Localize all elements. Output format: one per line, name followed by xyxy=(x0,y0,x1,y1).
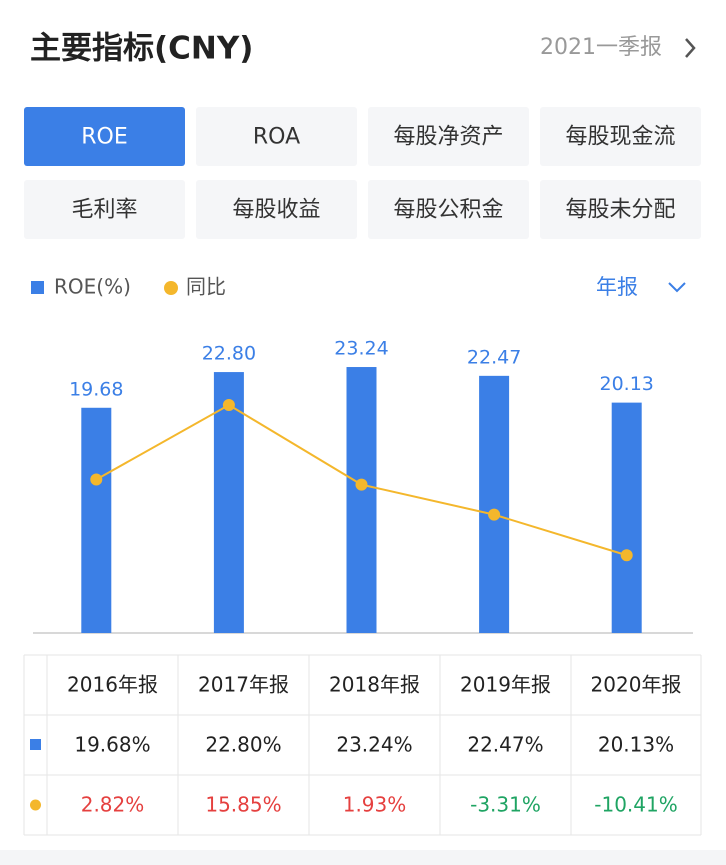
value-label: 23.24 xyxy=(334,338,388,360)
table-cell: 19.68% xyxy=(74,733,150,757)
report-period[interactable]: 2021一季报 xyxy=(540,35,662,60)
tab-label[interactable]: 每股净资产 xyxy=(393,125,503,150)
tab-button[interactable] xyxy=(368,107,529,166)
bar xyxy=(213,372,244,633)
page-title: 主要指标(CNY) xyxy=(30,31,253,67)
tab-label[interactable]: 每股未分配 xyxy=(565,198,675,223)
table-cell: 23.24% xyxy=(336,733,412,757)
line-point xyxy=(620,549,633,562)
tab-button[interactable] xyxy=(24,107,185,166)
table-cell: -3.31% xyxy=(470,793,541,817)
tab-label[interactable]: ROA xyxy=(253,125,300,150)
table-cell: 2.82% xyxy=(81,793,145,817)
row-marker xyxy=(30,739,41,750)
table-cell: 1.93% xyxy=(343,793,407,817)
row-marker xyxy=(30,799,41,811)
table-cell: 22.47% xyxy=(467,733,543,757)
table-cell: -10.41% xyxy=(594,793,677,817)
table-cell: 15.85% xyxy=(205,793,281,817)
tab-button[interactable] xyxy=(196,107,357,166)
line-point xyxy=(222,398,235,411)
table-cell: 22.80% xyxy=(205,733,281,757)
table-header: 2020年报 xyxy=(591,673,682,697)
bar xyxy=(81,407,112,633)
table-header: 2018年报 xyxy=(329,673,420,697)
legend-label: 同比 xyxy=(186,275,226,299)
bottom-bar xyxy=(0,850,726,865)
tab-label[interactable]: ROE xyxy=(81,125,128,150)
tab-button[interactable] xyxy=(196,180,357,239)
value-label: 22.80 xyxy=(202,343,256,365)
tab-label[interactable]: 每股收益 xyxy=(232,198,320,223)
tab-label[interactable]: 毛利率 xyxy=(71,198,137,223)
tab-button[interactable] xyxy=(540,180,701,239)
table-header: 2017年报 xyxy=(198,673,289,697)
bar xyxy=(611,402,642,633)
value-label: 20.13 xyxy=(599,373,653,395)
value-label: 19.68 xyxy=(69,378,123,400)
bar xyxy=(479,375,510,633)
chevron-right[interactable] xyxy=(685,38,696,58)
tab-label[interactable]: 每股公积金 xyxy=(393,198,503,223)
chevron-down[interactable] xyxy=(668,282,686,293)
line-point xyxy=(355,478,368,491)
bar xyxy=(346,367,377,633)
period-selector[interactable]: 年报 xyxy=(596,275,638,299)
line-point xyxy=(90,473,103,486)
legend-label: ROE(%) xyxy=(54,275,131,299)
table-header: 2016年报 xyxy=(67,673,158,697)
table-header: 2019年报 xyxy=(460,673,551,697)
legend-swatch xyxy=(31,281,44,294)
tab-button[interactable] xyxy=(368,180,529,239)
table-cell: 20.13% xyxy=(598,733,674,757)
tab-button[interactable] xyxy=(540,107,701,166)
line-point xyxy=(488,508,501,521)
legend-swatch xyxy=(164,281,178,295)
tab-label[interactable]: 每股现金流 xyxy=(565,125,675,150)
tab-button[interactable] xyxy=(24,180,185,239)
value-label: 22.47 xyxy=(467,346,521,368)
